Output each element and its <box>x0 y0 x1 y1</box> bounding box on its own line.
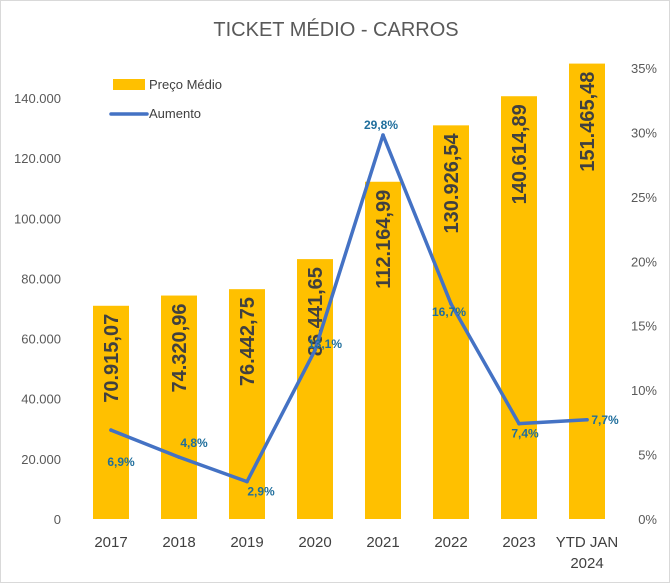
legend-line-label: Aumento <box>149 106 201 121</box>
right-tick-label: 20% <box>631 254 657 269</box>
line-data-labels: 6,9% 4,8% 2,9% 13,1% 29,8% 16,7% 7,4% 7,7% <box>107 118 619 499</box>
bar <box>501 96 537 519</box>
x-tick-label: 2021 <box>366 534 399 551</box>
x-tick-label: 2019 <box>230 534 263 551</box>
line-point <box>517 421 521 426</box>
left-tick-label: 140.000 <box>14 91 61 106</box>
line-data-label: 6,9% <box>107 455 135 469</box>
bar <box>569 63 605 520</box>
bar-data-label: 130.926,54 <box>441 132 463 233</box>
line-data-label: 16,7% <box>432 305 466 319</box>
line-data-label: 13,1% <box>308 337 342 351</box>
aumento-line <box>109 133 589 484</box>
x-axis: 2017 2018 2019 2020 2021 2022 2023 YTD JAN 2024 <box>94 534 618 572</box>
bar-series <box>93 63 605 520</box>
line-point <box>381 133 385 137</box>
line-series <box>109 133 589 484</box>
bar-data-label: 140.614,89 <box>509 104 531 204</box>
right-tick-label: 0% <box>638 512 657 527</box>
bar-data-label: 74.320,96 <box>169 304 191 393</box>
left-tick-label: 60.000 <box>21 332 61 347</box>
bar-data-label: 151.465,48 <box>577 72 599 172</box>
bar <box>93 305 129 519</box>
left-tick-label: 100.000 <box>14 211 61 226</box>
chart-title: TICKET MÉDIO - CARROS <box>213 18 458 41</box>
bar <box>297 259 333 519</box>
right-tick-label: 5% <box>638 448 657 463</box>
right-tick-label: 15% <box>631 319 657 334</box>
bar-data-labels: 70.915,07 74.320,96 76.442,75 86.441,65112.… <box>101 72 599 403</box>
legend: Preço Médio Aumento <box>109 77 222 121</box>
bar <box>365 181 401 519</box>
right-tick-label: 30% <box>631 125 657 140</box>
bar-data-label: 70.915,07 <box>101 314 123 403</box>
bar <box>161 295 197 519</box>
line-data-label: 7,4% <box>511 427 539 441</box>
legend-bar-swatch <box>113 79 145 90</box>
right-axis: 0% 5% 10% 15% 20% 25% 30% 35% <box>631 61 657 527</box>
line-point <box>245 479 249 484</box>
right-tick-label: 25% <box>631 190 657 205</box>
left-tick-label: 20.000 <box>21 452 61 467</box>
x-tick-label: 2018 <box>162 534 195 551</box>
x-tick-label: 2017 <box>94 534 127 551</box>
left-tick-label: 80.000 <box>21 271 61 286</box>
right-tick-label: 10% <box>631 383 657 398</box>
bar-data-label: 76.442,75 <box>237 297 259 386</box>
left-tick-label: 0 <box>54 512 61 527</box>
line-point <box>109 428 113 432</box>
line-point <box>177 455 181 459</box>
line-point <box>449 302 453 306</box>
left-axis: 0 20.000 40.000 60.000 80.000 100.000 120.000 1… <box>14 91 61 527</box>
line-data-label: 2,9% <box>247 485 275 499</box>
line-point <box>313 348 317 352</box>
line-data-label: 4,8% <box>180 436 208 450</box>
right-tick-label: 35% <box>631 61 657 76</box>
line-point <box>585 417 589 422</box>
left-tick-label: 120.000 <box>14 151 61 166</box>
line-data-label: 7,7% <box>591 413 619 427</box>
bar-data-label: 112.164,99 <box>373 190 395 289</box>
line-data-label: 29,8% <box>364 118 398 132</box>
x-tick-label: YTD JAN <box>556 534 619 551</box>
legend-bar-label: Preço Médio <box>149 77 222 92</box>
left-tick-label: 40.000 <box>21 392 61 407</box>
x-tick-label: 2024 <box>570 555 603 572</box>
x-tick-label: 2020 <box>298 534 331 551</box>
x-tick-label: 2022 <box>434 534 467 551</box>
x-tick-label: 2023 <box>502 534 535 551</box>
